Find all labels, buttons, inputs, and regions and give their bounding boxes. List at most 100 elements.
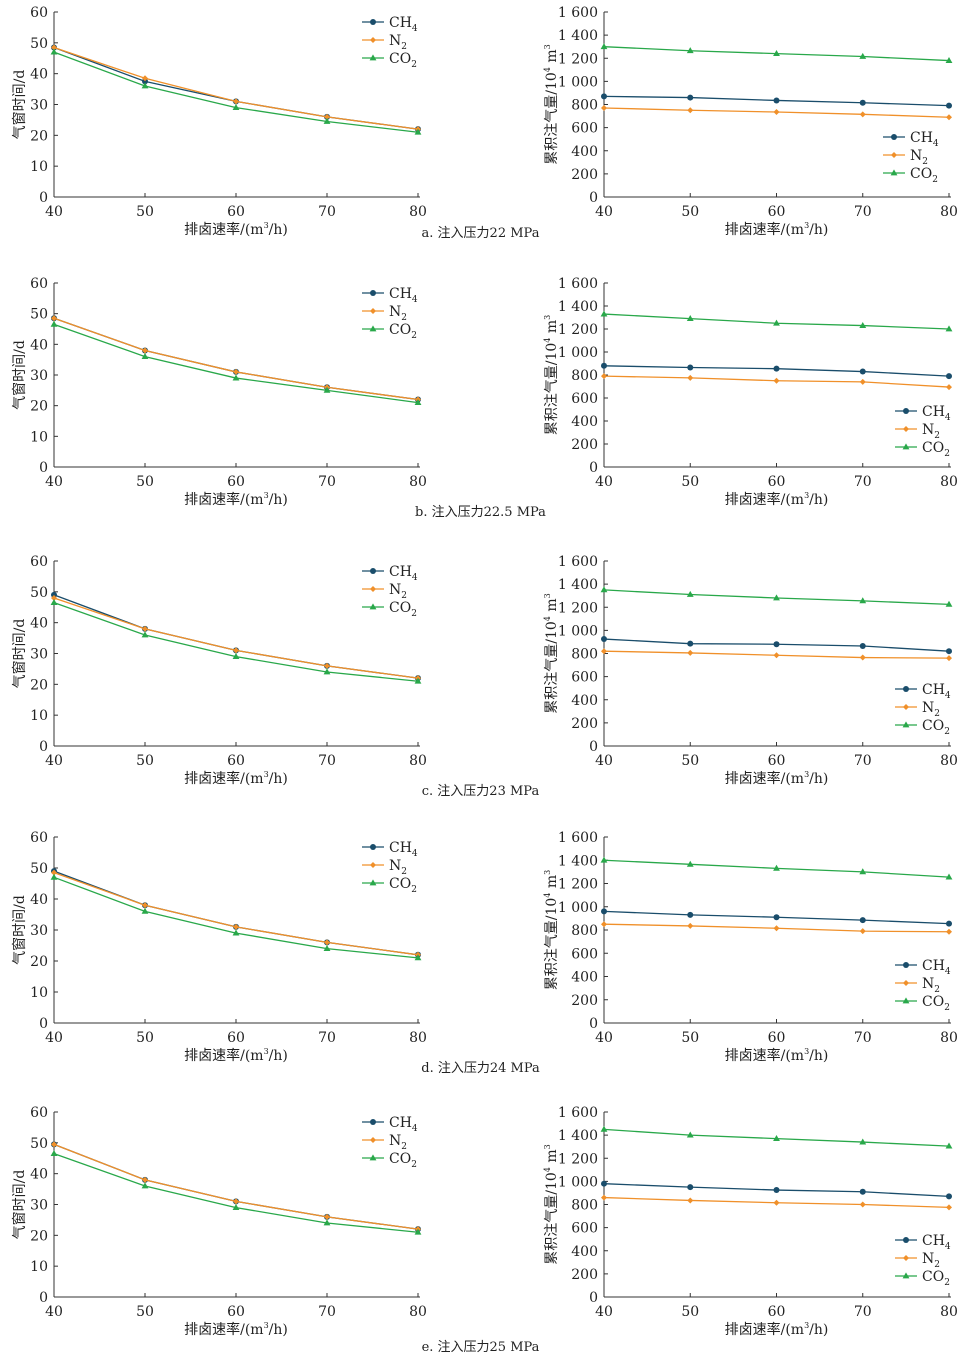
data-point-n2 bbox=[773, 1199, 780, 1206]
legend-label-subscript: 2 bbox=[401, 867, 407, 877]
data-point-n2 bbox=[859, 928, 866, 935]
x-tick-label: 40 bbox=[45, 753, 63, 769]
data-point-co2 bbox=[141, 907, 149, 914]
x-axis-label-main: 排卤速率/(m bbox=[725, 491, 804, 508]
x-tick-label: 70 bbox=[854, 1030, 872, 1046]
x-tick-label: 50 bbox=[681, 204, 699, 220]
data-point-ch4 bbox=[601, 1180, 607, 1187]
y-tick-label: 0 bbox=[39, 190, 48, 206]
data-point-n2 bbox=[859, 378, 866, 385]
legend-marker-ch4 bbox=[903, 1237, 909, 1243]
y-tick-label: 1 600 bbox=[558, 276, 598, 292]
series-line-ch4 bbox=[53, 1143, 419, 1230]
y-tick-label: 200 bbox=[571, 437, 598, 453]
x-tick-label: 50 bbox=[681, 753, 699, 769]
data-point-ch4 bbox=[601, 362, 607, 369]
y-tick-label: 20 bbox=[30, 954, 48, 970]
data-point-co2 bbox=[945, 325, 953, 332]
y-tick-label: 10 bbox=[30, 1259, 48, 1275]
y-tick-label: 1 200 bbox=[558, 51, 598, 67]
x-tick-label: 50 bbox=[681, 474, 699, 490]
legend-label-subscript: 2 bbox=[934, 1260, 940, 1270]
data-point-n2 bbox=[601, 921, 607, 928]
data-point-ch4 bbox=[946, 648, 952, 655]
x-tick-label: 60 bbox=[227, 1030, 245, 1046]
y-tick-label: 60 bbox=[30, 1105, 48, 1121]
legend-label-subscript: 4 bbox=[412, 295, 418, 305]
data-point-co2 bbox=[773, 50, 780, 57]
x-tick-label: 70 bbox=[318, 753, 336, 769]
legend-label-subscript: 4 bbox=[945, 967, 951, 977]
legend-label-main: CO bbox=[922, 440, 944, 456]
legend-label-main: N bbox=[910, 148, 922, 164]
x-tick-label: 40 bbox=[45, 1304, 63, 1320]
y-tick-label: 800 bbox=[571, 923, 598, 939]
legend-label-subscript: 4 bbox=[945, 691, 951, 701]
y-tick-label: 800 bbox=[571, 647, 598, 663]
x-axis-label-end: /h) bbox=[809, 222, 828, 238]
data-point-n2 bbox=[946, 655, 952, 662]
x-axis-label-sup: 3 bbox=[804, 221, 809, 230]
y-axis-label: 累积注气量/104 m3 bbox=[543, 44, 560, 164]
legend-label-n2: N2 bbox=[389, 1133, 407, 1152]
series-line-co2 bbox=[53, 876, 419, 959]
right-chart-5: 0 200 400 600 800 1 000 1 200 1 400 1 600 40 50 60 7… bbox=[543, 1105, 958, 1338]
x-axis-label-main: 排卤速率/(m bbox=[184, 1047, 263, 1064]
y-tick-label: 600 bbox=[571, 670, 598, 686]
data-point-co2 bbox=[323, 945, 331, 951]
legend-label-main: CO bbox=[389, 876, 411, 892]
legend-label-subscript: 2 bbox=[934, 431, 940, 441]
data-point-co2 bbox=[141, 1182, 149, 1189]
legend-label-n2: N2 bbox=[922, 422, 940, 441]
y-axis-label-main: 气窗时间/d bbox=[11, 619, 28, 689]
legend-marker-ch4 bbox=[891, 134, 897, 140]
legend-label-ch4: CH4 bbox=[922, 682, 951, 701]
data-point-co2 bbox=[773, 1134, 780, 1141]
data-point-n2 bbox=[773, 377, 780, 384]
x-axis-label-main: 排卤速率/(m bbox=[725, 770, 804, 787]
legend-label-main: CH bbox=[389, 286, 412, 302]
y-axis-label-sup: 4 bbox=[543, 67, 552, 72]
x-axis-label: 排卤速率/(m3/h) bbox=[725, 1047, 829, 1064]
legend-label-subscript: 2 bbox=[932, 175, 938, 185]
y-tick-label: 40 bbox=[30, 337, 48, 353]
data-point-co2 bbox=[232, 1203, 240, 1210]
data-point-n2 bbox=[687, 107, 694, 114]
x-tick-label: 70 bbox=[318, 204, 336, 220]
data-point-n2 bbox=[859, 1201, 866, 1208]
series-line-n2 bbox=[53, 1143, 419, 1230]
data-point-co2 bbox=[414, 399, 422, 405]
data-point-n2 bbox=[142, 347, 148, 354]
y-tick-label: 400 bbox=[571, 693, 598, 709]
legend-label-subscript: 2 bbox=[401, 42, 407, 52]
x-tick-label: 80 bbox=[409, 753, 427, 769]
data-point-co2 bbox=[600, 43, 608, 50]
legend-label-main: N bbox=[389, 33, 401, 49]
y-tick-label: 1 600 bbox=[558, 554, 598, 570]
data-point-co2 bbox=[141, 631, 149, 638]
y-tick-label: 1 200 bbox=[558, 877, 598, 893]
data-point-ch4 bbox=[601, 636, 607, 643]
y-tick-label: 1 400 bbox=[558, 1128, 598, 1144]
legend-marker-n2 bbox=[903, 704, 909, 710]
x-axis-label: 排卤速率/(m3/h) bbox=[184, 1321, 288, 1338]
legend-label-main: CH bbox=[922, 958, 945, 974]
legend-label-main: N bbox=[389, 582, 401, 598]
data-point-ch4 bbox=[687, 640, 694, 647]
y-axis-label-end: m bbox=[544, 875, 560, 893]
y-tick-label: 1 000 bbox=[558, 1174, 598, 1190]
x-axis-label-end: /h) bbox=[269, 222, 288, 238]
y-tick-label: 30 bbox=[30, 368, 48, 384]
legend-label-n2: N2 bbox=[389, 33, 407, 52]
data-point-co2 bbox=[232, 374, 240, 381]
y-axis-label-main: 累积注气量/10 bbox=[544, 1172, 560, 1265]
y-axis-label-sup2: 3 bbox=[543, 44, 552, 49]
series-line-n2 bbox=[53, 317, 419, 401]
y-axis-label: 气窗时间/d bbox=[11, 895, 28, 965]
legend-label-main: CH bbox=[389, 840, 412, 856]
legend-label-n2: N2 bbox=[922, 700, 940, 719]
data-point-n2 bbox=[773, 925, 780, 932]
y-tick-label: 40 bbox=[30, 616, 48, 632]
legend-label-co2: CO2 bbox=[389, 322, 417, 341]
